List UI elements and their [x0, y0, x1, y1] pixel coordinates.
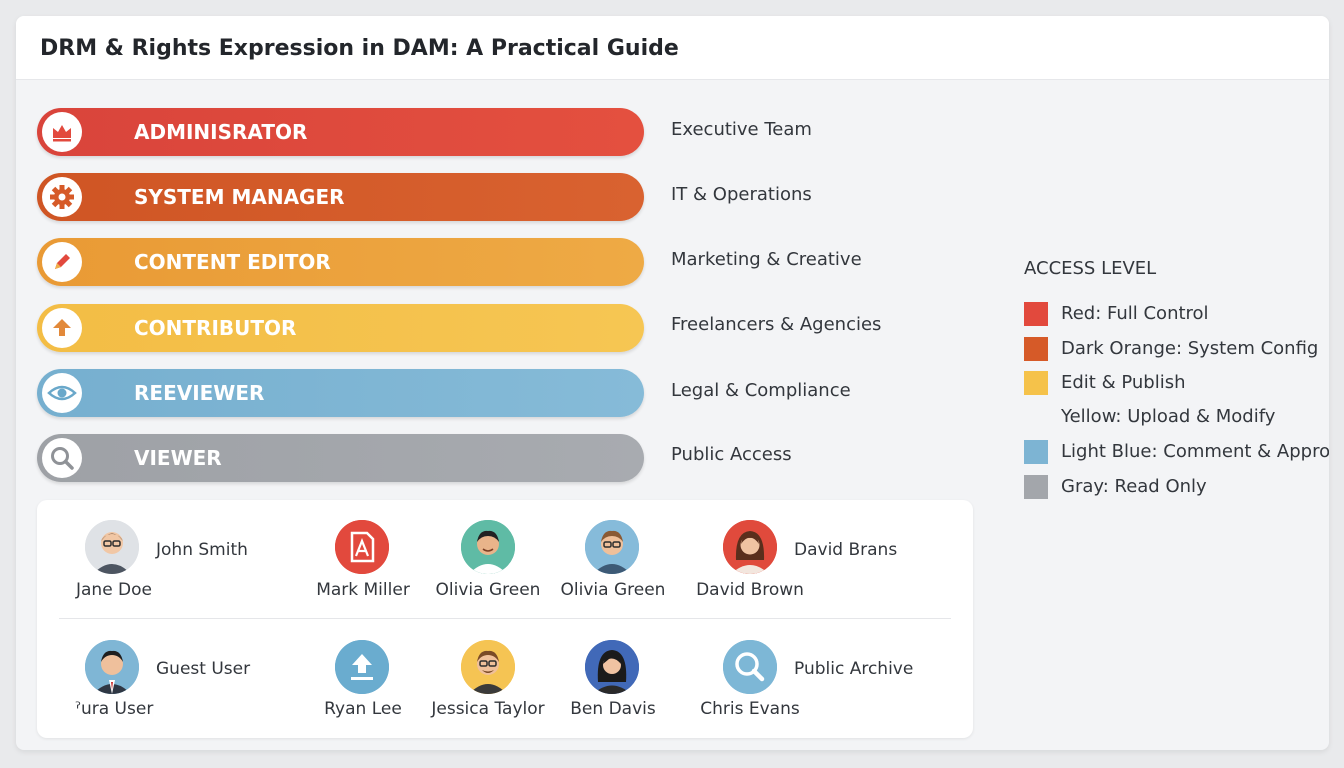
- person-icon[interactable]: [461, 520, 515, 574]
- user-name: Chris Evans: [700, 699, 800, 719]
- role-label: CONTRIBUTOR: [134, 316, 297, 340]
- legend-label: Gray: Read Only: [1061, 476, 1207, 497]
- role-group-label: Executive Team: [671, 119, 812, 140]
- legend-label: Red: Full Control: [1061, 303, 1209, 324]
- user-name: ˀura User: [74, 699, 154, 719]
- guide-card: DRM & Rights Expression in DAM: A Practi…: [16, 16, 1329, 750]
- person-glasses-icon[interactable]: [461, 640, 515, 694]
- header: DRM & Rights Expression in DAM: A Practi…: [16, 16, 1329, 80]
- user-name-alt: Public Archive: [794, 659, 914, 679]
- user-name-alt: Guest User: [156, 659, 251, 679]
- document-icon[interactable]: [335, 520, 389, 574]
- upload-icon: [42, 308, 82, 348]
- user-name: Jessica Taylor: [431, 699, 545, 719]
- user-name: Mark Miller: [316, 580, 410, 600]
- user-name: David Brown: [696, 580, 804, 600]
- role-bar-administrator[interactable]: ADMINISRATOR: [37, 108, 644, 156]
- person-glasses-icon[interactable]: [585, 520, 639, 574]
- role-bar-reviewer[interactable]: REEVIEWER: [37, 369, 644, 417]
- role-label: VIEWER: [134, 446, 222, 470]
- users-panel: Jane Doe John Smith Mark Miller Olivia G…: [37, 500, 973, 738]
- role-bar-content-editor[interactable]: CONTENT EDITOR: [37, 238, 644, 286]
- legend-swatch: [1024, 302, 1048, 326]
- woman-icon[interactable]: [585, 640, 639, 694]
- user-name: Ben Davis: [570, 699, 656, 719]
- role-group-label: Public Access: [671, 444, 792, 465]
- person-suit-icon[interactable]: [85, 640, 139, 694]
- eye-icon: [42, 373, 82, 413]
- user-name-alt: John Smith: [156, 540, 248, 560]
- page-title: DRM & Rights Expression in DAM: A Practi…: [40, 36, 679, 61]
- person-glasses-icon[interactable]: [85, 520, 139, 574]
- legend-label: Edit & Publish: [1061, 372, 1186, 393]
- gear-icon: [42, 177, 82, 217]
- user-name: Ryan Lee: [324, 699, 402, 719]
- legend-swatch: [1024, 371, 1048, 395]
- role-group-label: Legal & Compliance: [671, 380, 851, 401]
- role-label: SYSTEM MANAGER: [134, 185, 345, 209]
- role-group-label: Marketing & Creative: [671, 249, 862, 270]
- legend-swatch: [1024, 440, 1048, 464]
- role-group-label: IT & Operations: [671, 184, 812, 205]
- crown-icon: [42, 112, 82, 152]
- legend-title: ACCESS LEVEL: [1024, 258, 1157, 279]
- role-bar-viewer[interactable]: VIEWER: [37, 434, 644, 482]
- pencil-icon: [42, 242, 82, 282]
- role-bar-contributor[interactable]: CONTRIBUTOR: [37, 304, 644, 352]
- legend-label: Dark Orange: System Config: [1061, 338, 1319, 359]
- role-label: ADMINISRATOR: [134, 120, 308, 144]
- role-bar-system-manager[interactable]: SYSTEM MANAGER: [37, 173, 644, 221]
- user-name: Jane Doe: [75, 580, 153, 600]
- user-name: Olivia Green: [435, 580, 541, 600]
- role-group-label: Freelancers & Agencies: [671, 314, 882, 335]
- search-icon[interactable]: [723, 640, 777, 694]
- legend-swatch: [1024, 475, 1048, 499]
- legend-label: Light Blue: Comment & Approve: [1061, 441, 1329, 462]
- woman-icon[interactable]: [723, 520, 777, 574]
- legend-label: Yellow: Upload & Modify: [1061, 406, 1276, 427]
- role-label: REEVIEWER: [134, 381, 265, 405]
- legend-swatch: [1024, 337, 1048, 361]
- upload-icon[interactable]: [335, 640, 389, 694]
- search-icon: [42, 438, 82, 478]
- role-label: CONTENT EDITOR: [134, 250, 331, 274]
- user-name-alt: David Brans: [794, 540, 898, 560]
- row-divider: [59, 618, 951, 619]
- user-name: Olivia Green: [560, 580, 666, 600]
